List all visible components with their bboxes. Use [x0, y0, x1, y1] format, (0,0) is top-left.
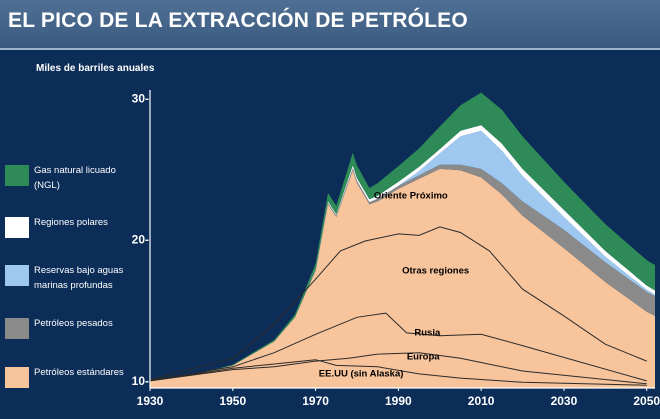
region-label-2: Rusia [414, 328, 441, 339]
legend-swatch-standard [5, 367, 29, 388]
legend-label-ngl: Gas natural licuado (NGL) [34, 165, 116, 191]
legend-label-deepwater: Reservas bajo aguas marinas profundas [34, 265, 124, 291]
legend-swatch-ngl [5, 165, 29, 186]
x-tick-label: 2010 [468, 394, 495, 408]
x-tick-label: 2030 [551, 394, 578, 408]
legend-item-standard: Petróleos estándares [5, 365, 144, 388]
y-tick-label: 20- [132, 233, 149, 247]
legend-item-heavy: Petróleos pesados [5, 316, 144, 339]
area-heavy [150, 164, 655, 381]
region-label-0: Oriente Próximo [374, 191, 448, 202]
region-label-1: Otras regiones [402, 266, 469, 277]
y-tick-label: 30- [132, 91, 149, 105]
legend-swatch-heavy [5, 318, 29, 339]
x-tick-label: 1970 [302, 394, 329, 408]
y-axis-label: Miles de barriles anuales [36, 63, 155, 74]
legend-item-polar: Regiones polares [5, 215, 144, 238]
region-label-4: EE.UU (sin Alaska) [319, 369, 404, 380]
region-curve-3 [149, 226, 647, 380]
axes: 10- 20- 30- 1930 1950 1970 1990 2010 2030 2050 [132, 90, 660, 408]
region-curve-0 [149, 359, 647, 386]
region-curve-1 [149, 352, 647, 385]
region-curve-2 [149, 312, 647, 382]
title-bar: EL PICO DE LA EXTRACCIÓN DE PETRÓLEO [0, 0, 660, 50]
legend-swatch-deepwater [5, 265, 29, 286]
region-label-3: Europa [407, 352, 440, 363]
region-labels: Oriente Próximo Otras regiones Rusia Europa… [319, 191, 469, 380]
x-tick-label: 1930 [137, 394, 164, 408]
x-tick-label: 1990 [385, 394, 412, 408]
stacked-areas [150, 92, 655, 388]
legend-swatch-polar [5, 217, 29, 238]
y-tick-label: 10- [132, 374, 149, 388]
legend-item-ngl: Gas natural licuado (NGL) [5, 163, 144, 193]
area-ngl [150, 92, 655, 381]
area-standard [150, 168, 655, 388]
legend: Gas natural licuado (NGL) Regiones polar… [0, 0, 145, 419]
legend-label-standard: Petróleos estándares [34, 367, 124, 378]
legend-label-polar: Regiones polares [34, 217, 108, 228]
area-deepwater [150, 130, 655, 381]
legend-label-heavy: Petróleos pesados [34, 318, 113, 329]
x-tick-label: 1950 [219, 394, 246, 408]
legend-item-deepwater: Reservas bajo aguas marinas profundas [5, 263, 144, 293]
page-title: EL PICO DE LA EXTRACCIÓN DE PETRÓLEO [8, 9, 468, 32]
x-tick-label: 2050 [633, 394, 660, 408]
region-curves [149, 226, 647, 386]
